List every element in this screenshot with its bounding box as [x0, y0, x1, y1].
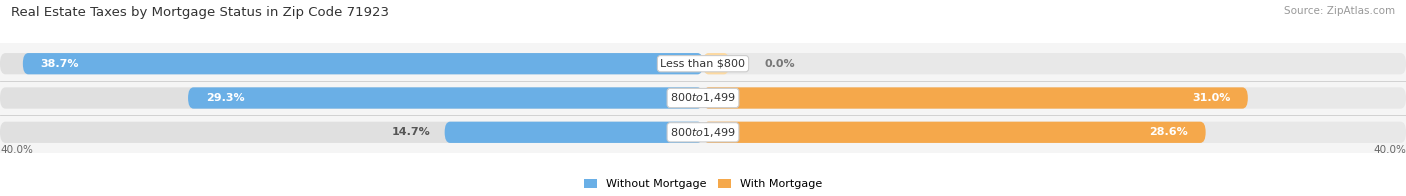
Text: 29.3%: 29.3% — [205, 93, 245, 103]
Text: 40.0%: 40.0% — [0, 145, 32, 155]
FancyBboxPatch shape — [0, 87, 703, 109]
FancyBboxPatch shape — [188, 87, 703, 109]
FancyBboxPatch shape — [22, 53, 703, 74]
Text: Less than $800: Less than $800 — [661, 59, 745, 69]
Text: $800 to $1,499: $800 to $1,499 — [671, 126, 735, 139]
FancyBboxPatch shape — [0, 122, 703, 143]
FancyBboxPatch shape — [703, 87, 1406, 109]
FancyBboxPatch shape — [703, 53, 1406, 74]
Text: $800 to $1,499: $800 to $1,499 — [671, 92, 735, 104]
Text: 28.6%: 28.6% — [1149, 127, 1188, 137]
Text: 38.7%: 38.7% — [41, 59, 79, 69]
Text: Real Estate Taxes by Mortgage Status in Zip Code 71923: Real Estate Taxes by Mortgage Status in … — [11, 6, 389, 19]
FancyBboxPatch shape — [703, 53, 730, 74]
Text: 14.7%: 14.7% — [392, 127, 430, 137]
FancyBboxPatch shape — [0, 53, 703, 74]
Legend: Without Mortgage, With Mortgage: Without Mortgage, With Mortgage — [579, 174, 827, 193]
Text: 31.0%: 31.0% — [1192, 93, 1230, 103]
Text: Source: ZipAtlas.com: Source: ZipAtlas.com — [1284, 6, 1395, 16]
Text: 40.0%: 40.0% — [1374, 145, 1406, 155]
FancyBboxPatch shape — [444, 122, 703, 143]
FancyBboxPatch shape — [703, 87, 1249, 109]
FancyBboxPatch shape — [703, 122, 1406, 143]
Text: 0.0%: 0.0% — [765, 59, 796, 69]
FancyBboxPatch shape — [703, 122, 1206, 143]
